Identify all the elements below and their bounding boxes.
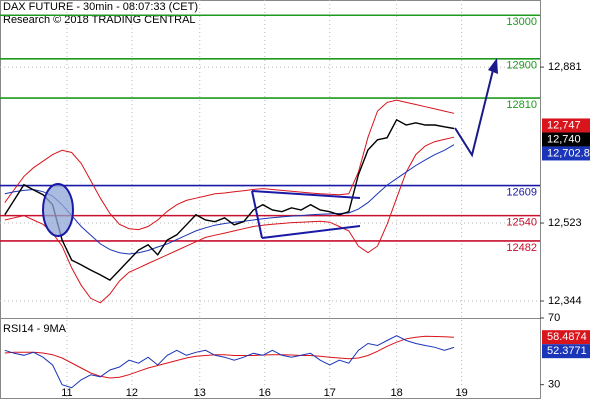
value-box-label: 52.3771: [547, 345, 587, 357]
value-box: [542, 118, 590, 133]
forecast-arrow: [454, 65, 495, 158]
x-tick-label: 18: [391, 387, 403, 399]
series-line: [4, 335, 455, 379]
series-line: [4, 99, 455, 231]
y-tick-label: 30: [548, 379, 560, 391]
triangle-line: [251, 190, 263, 239]
value-box: [542, 330, 590, 345]
highlight-ellipse: [42, 183, 74, 237]
x-tick-label: 12: [126, 387, 138, 399]
x-tick-label: 16: [259, 387, 271, 399]
triangle-line: [261, 225, 361, 239]
series-line: [4, 144, 455, 255]
chart-title: DAX FUTURE - 30min - 08:07:33 (CET): [3, 1, 198, 13]
value-box-label: 12,747: [547, 119, 581, 131]
forecast-arrowhead: [488, 58, 498, 74]
value-box: [542, 344, 590, 359]
panel-frame: [0, 318, 541, 399]
level-label: 12482: [506, 242, 537, 254]
y-tick-label: 12,523: [548, 217, 582, 229]
x-tick-label: 13: [194, 387, 206, 399]
x-tick-label: 19: [456, 387, 468, 399]
level-label: 13000: [506, 16, 537, 28]
rsi-title: RSI14 - 9MA: [3, 323, 67, 335]
series-line: [4, 118, 455, 281]
value-box-label: 12,740: [547, 133, 581, 145]
x-tick-label: 11: [61, 387, 72, 399]
series-line: [4, 136, 455, 304]
y-tick-label: 12,344: [548, 295, 582, 307]
annotations: [42, 58, 498, 239]
level-label: 12609: [506, 186, 537, 198]
y-tick-label: 12,881: [548, 61, 582, 73]
chart-subtitle: Research © 2018 TRADING CENTRAL: [3, 14, 196, 26]
x-tick-label: 17: [324, 387, 336, 399]
series-line: [4, 335, 455, 389]
y-tick-label: 70: [548, 312, 560, 324]
triangle-line: [251, 190, 361, 199]
level-label: 12900: [506, 60, 537, 72]
value-box-label: 58.4874: [547, 331, 587, 343]
level-label: 12540: [506, 217, 537, 229]
level-label: 12810: [506, 99, 537, 111]
value-box-label: 12,702.8: [547, 147, 590, 159]
value-box: [542, 146, 590, 161]
value-box: [542, 132, 590, 147]
